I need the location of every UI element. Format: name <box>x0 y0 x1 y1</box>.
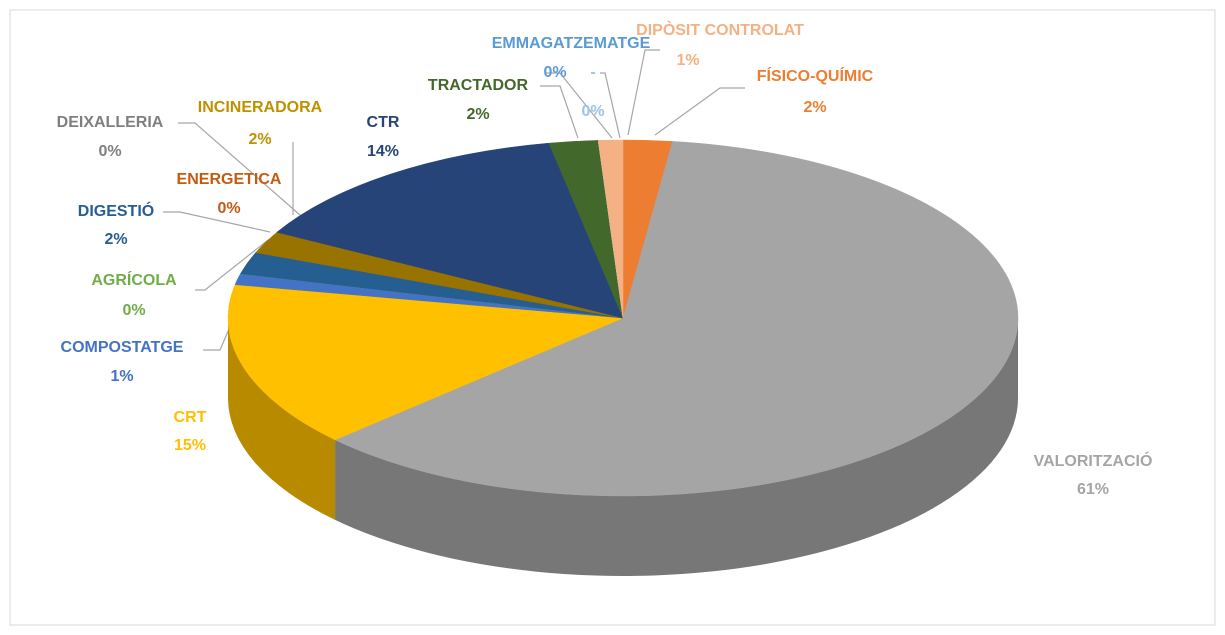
slice-label: DEIXALLERIA <box>57 114 164 131</box>
slice-label: FÍSICO-QUÍMIC <box>757 66 874 85</box>
slice-label: - <box>590 64 595 81</box>
slice-label: COMPOSTATGE <box>61 339 184 356</box>
slice-value-label: 1% <box>110 368 133 385</box>
slice-label: INCINERADORA <box>198 99 323 116</box>
slice-label: VALORITZACIÓ <box>1034 451 1153 470</box>
slice-value-label: 2% <box>104 231 127 248</box>
slice-value-label: 2% <box>248 131 271 148</box>
leader-lines <box>163 49 745 351</box>
slice <box>334 141 1019 497</box>
slice-label: DIPÒSIT CONTROLAT <box>636 20 804 39</box>
slice-sides <box>228 318 1019 576</box>
slice-value-label: 15% <box>174 437 206 454</box>
slice-side <box>335 318 1019 576</box>
slice-value-label: 14% <box>367 143 399 160</box>
slice <box>227 284 624 441</box>
slice-label: ENERGETICA <box>177 171 282 188</box>
slice-value-label: 61% <box>1077 481 1109 498</box>
slice-value-label: 1% <box>676 52 699 69</box>
slice-value-label: 2% <box>466 106 489 123</box>
slice <box>276 142 624 319</box>
slice-side <box>228 318 336 520</box>
slice-value-label: 0% <box>98 143 121 160</box>
slice-label: AGRÍCOLA <box>91 270 177 289</box>
pie <box>227 139 1019 576</box>
slice-label: CRT <box>174 409 207 426</box>
slice-value-label: 0% <box>217 200 240 217</box>
slice-value-label: 2% <box>803 99 826 116</box>
slice-label: TRACTADOR <box>428 77 529 94</box>
slice-value-label: 0% <box>122 302 145 319</box>
labels: FÍSICO-QUÍMIC 2% VALORITZACIÓ 61% CRT 15% COMP… <box>57 20 1153 498</box>
slice-label: CTR <box>367 114 400 131</box>
slice <box>597 139 624 319</box>
slice-label: DIGESTIÓ <box>78 201 154 220</box>
slice-value-label: 0% <box>543 64 566 81</box>
slice-label: EMMAGATZEMATGE <box>492 35 651 52</box>
slice-tops <box>227 139 1019 497</box>
slice-value-label: 0% <box>581 103 604 120</box>
